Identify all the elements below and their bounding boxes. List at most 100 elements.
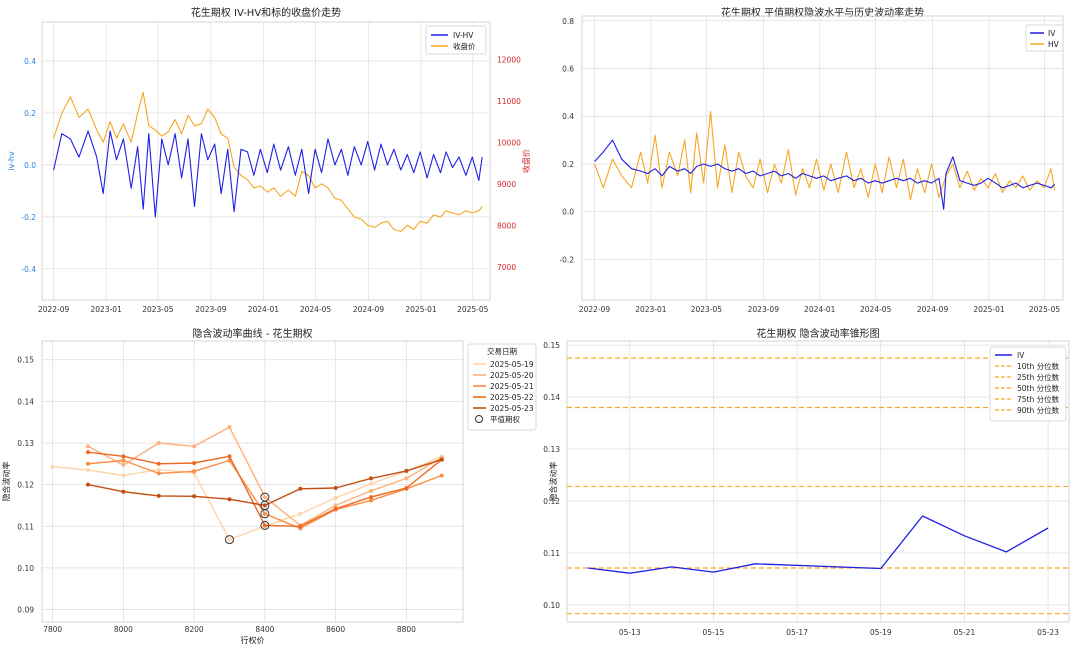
y-tick-label: 0.14	[543, 393, 560, 402]
data-point	[439, 457, 444, 462]
x-tick-label: 2024-09	[353, 305, 385, 314]
atm-marker	[260, 509, 270, 519]
data-point	[85, 468, 90, 473]
data-point	[85, 450, 90, 455]
y-tick-label: 0.0	[562, 208, 574, 217]
x-tick-label: 05-23	[1037, 628, 1059, 637]
data-point	[156, 471, 161, 476]
y-tick-label: 0.0	[24, 161, 36, 170]
y-tick-label: 0.13	[17, 439, 34, 448]
y-tick-label: 0.14	[17, 397, 34, 406]
data-point	[227, 425, 232, 430]
legend-atm-marker	[475, 415, 483, 423]
y-tick-label: 0.12	[17, 481, 34, 490]
data-point	[121, 463, 126, 468]
chart-title: 花生期权 隐含波动率锥形图	[756, 327, 879, 340]
x-tick-label: 2024-09	[917, 305, 949, 314]
legend-label: 2025-05-22	[490, 393, 534, 402]
x-tick-label: 05-21	[954, 628, 976, 637]
x-tick-label: 2022-09	[38, 305, 70, 314]
plot-frame	[566, 340, 1070, 623]
y-tick-label: 0.10	[543, 601, 560, 610]
y-right-tick-label: 12000	[497, 55, 521, 64]
data-point	[262, 511, 267, 516]
data-point	[262, 523, 267, 528]
legend-label: 90th 分位数	[1017, 405, 1060, 415]
data-point	[298, 486, 303, 491]
x-tick-label: 2023-01	[635, 305, 667, 314]
y-axis-label: iv-hv	[7, 151, 16, 171]
y-tick-label: 0.4	[24, 57, 36, 66]
data-point	[50, 464, 55, 469]
data-point	[333, 485, 338, 490]
data-point	[404, 468, 409, 473]
legend-label: 2025-05-23	[490, 404, 534, 413]
legend-box	[425, 25, 487, 55]
series-line-2025-05-19	[52, 455, 443, 541]
data-point	[369, 498, 374, 503]
x-tick-label: 05-13	[619, 628, 641, 637]
x-tick-label: 2023-09	[748, 305, 780, 314]
legend-label: 平值期权	[490, 414, 520, 424]
x-tick-label: 2025-01	[973, 305, 1005, 314]
chart-title: 花生期权 平值期权隐波水平与历史波动率走势	[721, 6, 924, 19]
data-point	[369, 495, 374, 500]
legend-label: IV	[1017, 351, 1025, 360]
x-tick-label: 2024-05	[300, 305, 332, 314]
plot-group: 隐含波动率曲线 - 花生期权 7800 8000 8200 8400 8600 8800 0.…	[1, 327, 537, 645]
x-tick-label: 2024-05	[860, 305, 892, 314]
data-point	[369, 481, 374, 486]
data-point	[262, 495, 267, 500]
data-point	[298, 511, 303, 516]
legend-label: IV-HV	[453, 31, 474, 40]
legend-label: IV	[1048, 29, 1056, 38]
legend-label: 25th 分位数	[1017, 372, 1060, 382]
legend-label: 2025-05-19	[490, 360, 534, 369]
legend-label: 75th 分位数	[1017, 394, 1060, 404]
legend-label: HV	[1048, 40, 1060, 49]
y-axis-label: 隐含波动率	[1, 462, 11, 502]
x-tick-label: 05-17	[786, 628, 808, 637]
x-tick-label: 7800	[43, 625, 62, 634]
atm-iv-hv-chart: 花生期权 平值期权隐波水平与历史波动率走势 2022-09 2023-01 2023-…	[559, 6, 1064, 314]
series-line-iv	[594, 139, 1056, 210]
x-axis-label: 行权价	[241, 635, 265, 645]
data-point	[156, 493, 161, 498]
y-tick-label: 0.13	[543, 445, 560, 454]
data-point	[298, 524, 303, 529]
series-line-close	[53, 91, 483, 233]
x-tick-label: 2024-01	[248, 305, 280, 314]
legend-label: 收盘价	[453, 41, 476, 51]
data-point	[85, 444, 90, 449]
series-line-iv-hv	[53, 130, 483, 218]
data-point	[369, 488, 374, 493]
series-line-iv	[587, 515, 1049, 574]
y-tick-label: 0.15	[543, 341, 560, 350]
chart-title: 花生期权 IV-HV和标的收盘价走势	[191, 6, 341, 19]
chart-title: 隐含波动率曲线 - 花生期权	[193, 327, 313, 340]
data-point	[121, 454, 126, 459]
data-point	[333, 495, 338, 500]
data-point	[404, 476, 409, 481]
data-point	[121, 473, 126, 478]
legend-title: 交易日期	[487, 346, 517, 356]
y-tick-label: 0.11	[17, 522, 34, 531]
y-tick-label: 0.2	[24, 109, 36, 118]
plot-frame	[41, 21, 491, 301]
data-point	[192, 494, 197, 499]
y-axis-label: 隐含波动率	[548, 462, 558, 502]
data-point	[121, 458, 126, 463]
y-right-tick-label: 11000	[497, 97, 521, 106]
plot-frame	[581, 15, 1064, 301]
series-line-hv	[593, 110, 1056, 201]
y-tick-label: -0.4	[21, 265, 36, 274]
y-tick-label: 0.10	[17, 564, 34, 573]
data-point	[369, 476, 374, 481]
data-point	[85, 461, 90, 466]
x-tick-label: 2022-09	[579, 305, 611, 314]
atm-marker	[225, 535, 235, 545]
data-point	[192, 469, 197, 474]
y-right-axis-label: 收盘价	[521, 149, 531, 173]
plot-group: 花生期权 平值期权隐波水平与历史波动率走势 2022-09 2023-01 2023-…	[559, 6, 1064, 314]
